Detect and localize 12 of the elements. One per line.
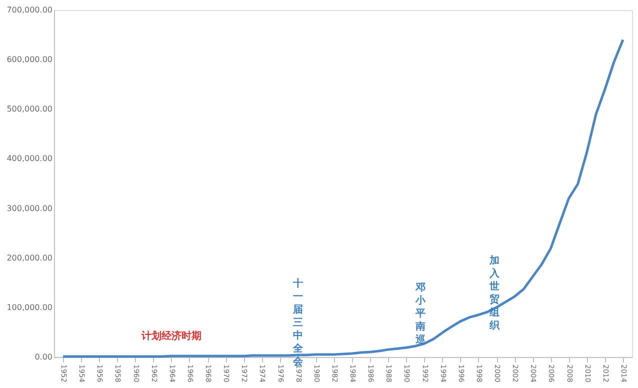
line-series bbox=[62, 38, 624, 358]
annotation: 计划经济时期 bbox=[140, 330, 202, 342]
y-tick-label: 400,000.00 bbox=[6, 154, 52, 164]
y-tick-label: 200,000.00 bbox=[6, 253, 52, 262]
y-tick-label: 600,000.00 bbox=[6, 55, 52, 64]
y-tick-label: 500,000.00 bbox=[6, 104, 52, 114]
annotation: 邓小平南巡 bbox=[414, 282, 427, 346]
y-tick-label: 100,000.00 bbox=[6, 302, 52, 312]
y-tick-label: 300,000.00 bbox=[6, 204, 52, 213]
y-tick-label: 0.00 bbox=[34, 352, 52, 362]
annotation: 加入世贸组织 bbox=[488, 254, 501, 332]
y-tick-label: 700,000.00 bbox=[6, 6, 52, 14]
